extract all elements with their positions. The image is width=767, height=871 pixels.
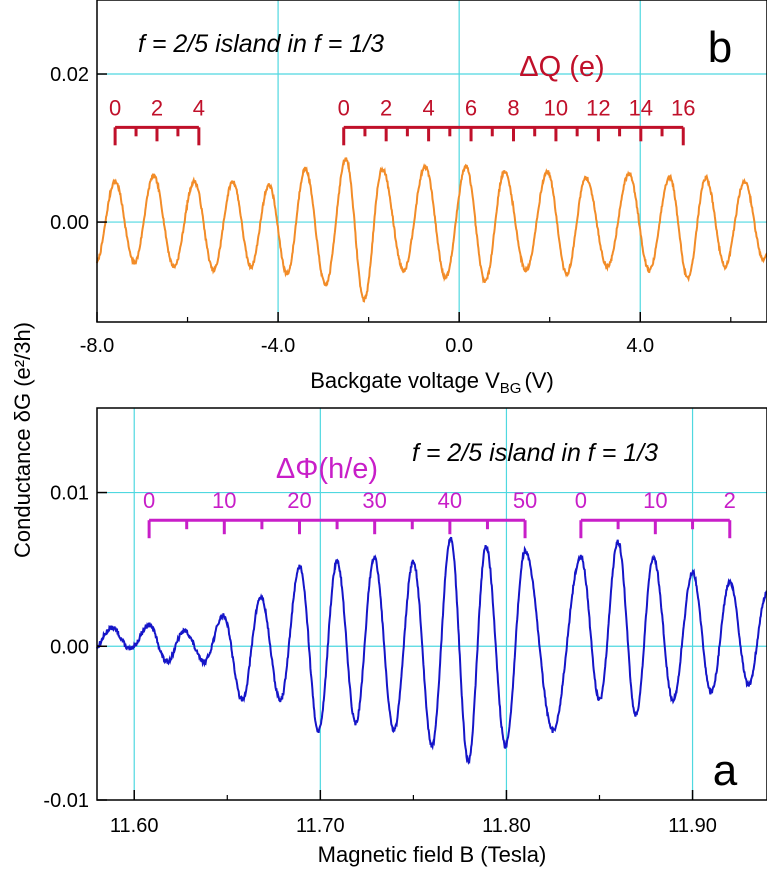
a-x-tick-label-1: 11.70 xyxy=(296,815,345,837)
a-scale-bar-0-label-5: 50 xyxy=(513,488,537,513)
panel-b-series-line xyxy=(96,157,767,303)
b-xlabel-subscript: BG xyxy=(500,380,522,397)
panel-b-title: f = 2/5 island in f = 1/3 xyxy=(138,30,384,58)
b-x-tick-label-1: -4.0 xyxy=(261,335,295,357)
a-scale-bar-1-label-0: 0 xyxy=(575,488,587,513)
a-y-tick-label-0: -0.01 xyxy=(43,790,89,812)
b-xlabel-unit: (V) xyxy=(524,368,553,393)
panel-b-x-axis-label: Backgate voltage VBG (V) xyxy=(310,368,554,397)
panel-a-title: f = 2/5 island in f = 1/3 xyxy=(412,439,658,467)
panel-b-annotation-title: ΔQ (e) xyxy=(519,51,604,83)
a-x-tick-label-3: 11.90 xyxy=(668,815,717,837)
a-scale-bar-0-label-0: 0 xyxy=(143,488,155,513)
b-scale-bar-1-label-0: 0 xyxy=(338,95,350,120)
b-x-tick-label-2: 0.0 xyxy=(445,335,473,357)
a-scale-bar-0-label-2: 20 xyxy=(287,488,311,513)
panel-a-series-line xyxy=(96,536,767,765)
a-y-tick-label-1: 0.00 xyxy=(50,636,89,658)
panel-b-gridlines xyxy=(97,0,767,322)
shared-y-axis-label: Conductance δG (e²/3h) xyxy=(10,322,35,558)
panel-a-x-axis-label: Magnetic field B (Tesla) xyxy=(318,842,547,867)
b-scale-bar-1-label-7: 14 xyxy=(629,95,653,120)
panel-a-chart: 11.60 11.70 11.80 11.90-0.010.000.01 0 10 20 3… xyxy=(43,407,767,867)
b-scale-bar-0-label-0: 0 xyxy=(109,95,121,120)
panel-b-axis-ticks: -8.0 -4.0 0.0 4.0 0.00 0.02 xyxy=(50,64,732,357)
a-scale-bar-1-label-1: 10 xyxy=(643,488,667,513)
panel-a-axis-ticks: 11.60 11.70 11.80 11.90 -0.01 0.00 0.01 xyxy=(43,483,716,837)
panel-a-plot-frame xyxy=(96,407,767,801)
panel-a-label: a xyxy=(713,746,738,795)
panel-b-label: b xyxy=(708,23,732,72)
a-scale-bar-1-label-2: 2 xyxy=(724,488,736,513)
a-scale-bar-0-label-1: 10 xyxy=(212,488,236,513)
a-scale-bar-0-label-4: 40 xyxy=(438,488,462,513)
b-scale-bar-1-label-1: 2 xyxy=(380,95,392,120)
panel-a-gridlines xyxy=(97,408,767,800)
b-scale-bar-1-label-2: 4 xyxy=(422,95,434,120)
b-scale-bar-1-label-3: 6 xyxy=(465,95,477,120)
b-xlabel-main: Backgate voltage V xyxy=(310,368,500,393)
a-x-tick-label-2: 11.80 xyxy=(482,815,531,837)
b-y-tick-label-0: 0.00 xyxy=(50,212,89,234)
b-scale-bar-0-label-1: 2 xyxy=(151,95,163,120)
b-scale-bar-1-label-4: 8 xyxy=(507,95,519,120)
a-x-tick-label-0: 11.60 xyxy=(110,815,159,837)
panel-a-annotation-title: ΔΦ(h/e) xyxy=(276,453,378,485)
b-scale-bar-1-label-8: 16 xyxy=(671,95,695,120)
a-y-tick-label-2: 0.01 xyxy=(50,483,89,505)
b-x-tick-label-0: -8.0 xyxy=(80,335,114,357)
b-scale-bar-1-label-6: 12 xyxy=(586,95,610,120)
b-x-tick-label-3: 4.0 xyxy=(626,335,654,357)
a-scale-bar-0-label-3: 30 xyxy=(362,488,386,513)
panel-b-scale-bars: 0 2 4 0 2 4 6 8 10 12 14 16 xyxy=(109,95,695,146)
panel-b-plot-frame xyxy=(96,0,767,323)
panel-a-scale-bars: 0 10 20 30 40 50 0 10 2 xyxy=(143,488,736,539)
b-y-tick-label-1: 0.02 xyxy=(50,64,89,86)
b-scale-bar-1-label-5: 10 xyxy=(544,95,568,120)
b-scale-bar-0-label-2: 4 xyxy=(193,95,205,120)
panel-b-chart: -8.0 -4.0 0.0 4.00.000.02 0 2 4 0 2 4 6 8 10 12 14 16 … xyxy=(50,0,767,397)
